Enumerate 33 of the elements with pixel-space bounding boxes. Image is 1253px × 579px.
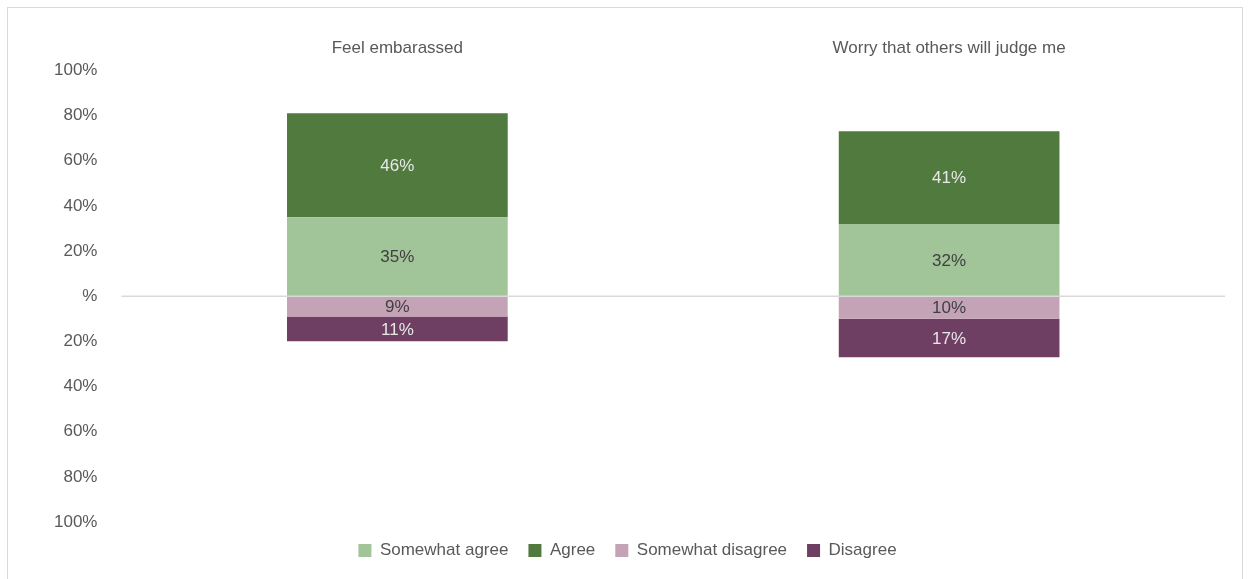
y-tick-label: 20% <box>63 240 98 260</box>
y-tick-label: 100% <box>54 60 98 80</box>
bar <box>287 113 508 218</box>
data-label: 10% <box>932 298 967 318</box>
data-label: 32% <box>932 250 967 270</box>
y-tick-label: 40% <box>63 195 98 215</box>
data-label: 46% <box>380 155 415 175</box>
bar <box>287 296 508 317</box>
bar <box>838 296 1060 319</box>
data-label: 9% <box>385 297 410 317</box>
bar <box>838 223 1060 297</box>
legend-label: Somewhat agree <box>379 540 509 560</box>
x-tick-label: Worry that others will judge me <box>832 37 1066 57</box>
data-label: 35% <box>380 247 415 267</box>
y-tick-label: 80% <box>63 466 98 486</box>
data-label: 41% <box>932 168 967 188</box>
legend-label: Agree <box>549 540 596 560</box>
y-tick-label: 100% <box>54 511 98 531</box>
legend-label: Somewhat disagree <box>636 540 788 560</box>
y-tick-label: 80% <box>63 105 98 125</box>
legend-label: Disagree <box>828 540 897 560</box>
bar <box>287 217 508 297</box>
bar <box>838 318 1060 358</box>
y-tick-label: 60% <box>63 150 98 170</box>
x-tick-label: Feel embarassed <box>331 37 464 57</box>
data-label: 17% <box>932 328 967 348</box>
bar <box>287 316 508 342</box>
y-tick-label: 20% <box>63 331 98 351</box>
bar <box>838 131 1060 224</box>
y-tick-label: 40% <box>63 376 98 396</box>
y-tick-label: 60% <box>63 421 98 441</box>
data-label: 11% <box>380 319 414 339</box>
y-tick-label: % <box>82 285 98 305</box>
